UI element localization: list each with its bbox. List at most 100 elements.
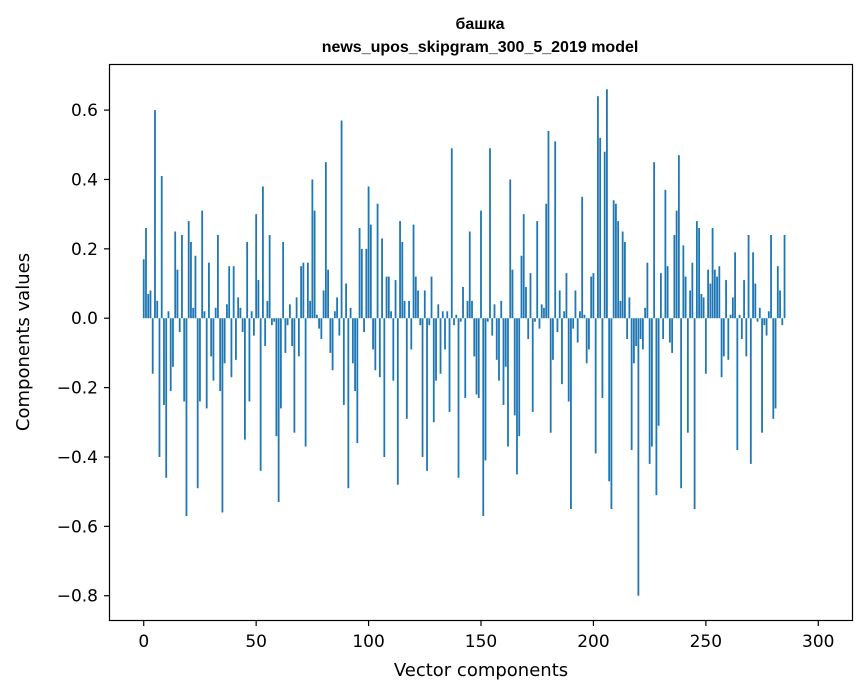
bar	[704, 318, 707, 374]
bar	[282, 241, 285, 319]
bar	[711, 228, 714, 319]
bar	[342, 318, 345, 405]
bar	[383, 318, 386, 457]
bar	[554, 141, 557, 319]
bar	[176, 269, 179, 319]
bar	[588, 318, 590, 350]
bar	[531, 318, 534, 412]
bar	[767, 311, 770, 319]
bar	[720, 318, 723, 378]
bar	[219, 318, 222, 392]
bar	[444, 318, 446, 350]
bar	[270, 318, 273, 326]
bar	[608, 318, 611, 482]
bar	[639, 318, 642, 340]
bar	[525, 287, 527, 319]
bar	[174, 231, 177, 319]
bar	[354, 318, 356, 392]
bar	[401, 241, 404, 319]
bar	[615, 203, 617, 319]
bar	[579, 311, 581, 319]
x-tick-label: 100	[352, 632, 384, 652]
bar	[572, 318, 575, 329]
bar	[756, 318, 759, 322]
bar	[725, 280, 727, 319]
bar	[641, 318, 644, 350]
bar	[486, 318, 489, 322]
bar	[221, 318, 224, 513]
bar	[295, 297, 298, 319]
bar	[149, 290, 152, 319]
bar	[237, 297, 240, 319]
bar	[462, 287, 464, 319]
bar	[633, 318, 635, 364]
bar	[648, 318, 651, 464]
bar	[635, 318, 638, 346]
bar	[421, 318, 424, 457]
bar	[369, 224, 372, 319]
bar	[457, 318, 460, 478]
bar	[563, 311, 566, 319]
bar	[333, 311, 336, 319]
bar	[208, 262, 210, 319]
y-tick-label: 0.2	[71, 240, 98, 260]
bar	[606, 89, 608, 319]
bar	[477, 318, 480, 398]
bar	[698, 228, 700, 319]
bar	[547, 130, 550, 319]
bar	[154, 110, 156, 319]
bar	[196, 318, 199, 489]
bar	[628, 297, 631, 319]
bar	[410, 318, 413, 350]
bar	[293, 318, 296, 433]
bar	[498, 318, 500, 381]
bar	[385, 276, 388, 319]
bar	[408, 300, 410, 319]
bar	[147, 293, 150, 319]
bar	[248, 318, 251, 402]
x-tick-label: 250	[690, 632, 722, 652]
bar	[360, 248, 363, 319]
bar	[693, 318, 696, 509]
bar	[729, 314, 732, 319]
bar	[754, 283, 757, 319]
bar	[322, 290, 325, 319]
bar	[426, 318, 428, 471]
x-tick-label: 150	[465, 632, 497, 652]
bar	[666, 266, 669, 319]
bar	[574, 290, 577, 319]
bar	[183, 318, 186, 402]
bar	[473, 318, 476, 357]
bar	[657, 318, 660, 426]
bar	[765, 318, 768, 336]
bar	[297, 318, 300, 357]
y-tick-label: −0.2	[57, 379, 98, 399]
bar	[309, 300, 312, 319]
bar	[752, 252, 754, 319]
bar	[390, 311, 392, 319]
bar	[718, 266, 721, 319]
bar	[259, 318, 262, 471]
bar	[441, 311, 444, 319]
bar	[435, 318, 437, 381]
bar	[311, 179, 314, 319]
bar	[210, 318, 213, 357]
bar	[459, 318, 462, 322]
bar	[291, 318, 294, 346]
bar	[315, 314, 318, 319]
bar	[226, 304, 228, 319]
bar	[680, 318, 683, 489]
bar	[423, 290, 426, 319]
y-axis-ticks: −0.8 −0.6 −0.4 −0.2 0.0 0.2 0.4 0.6	[57, 101, 110, 607]
bar	[558, 290, 561, 319]
bar	[358, 228, 361, 319]
bar	[565, 273, 568, 319]
bar	[262, 186, 264, 319]
bar	[734, 252, 736, 319]
bar	[450, 148, 453, 319]
bar	[156, 300, 159, 319]
bar	[327, 269, 329, 319]
bar	[761, 318, 763, 433]
bar	[228, 266, 231, 319]
bar	[493, 304, 496, 319]
